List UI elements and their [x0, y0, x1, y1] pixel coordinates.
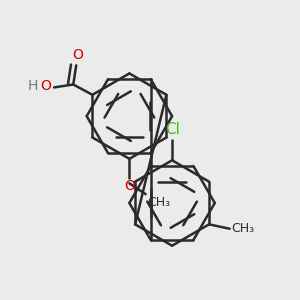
Text: O: O — [124, 179, 135, 194]
Text: CH₃: CH₃ — [147, 196, 170, 208]
Text: H: H — [28, 79, 38, 93]
Text: O: O — [40, 79, 51, 93]
Text: CH₃: CH₃ — [231, 222, 254, 235]
Text: O: O — [72, 48, 83, 62]
Text: Cl: Cl — [165, 122, 179, 137]
